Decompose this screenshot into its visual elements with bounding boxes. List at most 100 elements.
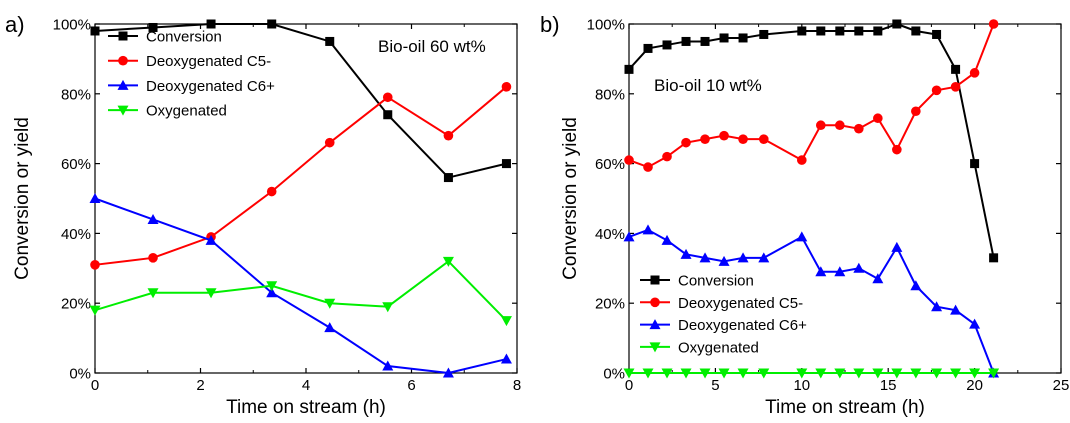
data-point-conversion [700, 36, 710, 46]
data-point-deoxygenated-c6 [718, 255, 730, 266]
data-point-deoxygenated-c6 [815, 266, 827, 277]
data-point-deoxygenated-c5 [624, 155, 634, 165]
data-point-deoxygenated-c6 [147, 213, 159, 224]
data-point-deoxygenated-c5 [443, 130, 454, 141]
data-point-conversion [816, 26, 826, 36]
data-point-conversion [643, 43, 653, 53]
x-tick-label: 4 [302, 377, 310, 394]
data-point-deoxygenated-c6 [699, 252, 711, 263]
y-tick-label: 0% [603, 366, 625, 383]
data-point-deoxygenated-c6 [758, 252, 770, 263]
data-point-deoxygenated-c6 [853, 262, 865, 273]
legend-marker-deoxygenated-c5 [650, 297, 660, 308]
data-point-conversion [873, 26, 883, 36]
data-point-oxygenated [758, 368, 770, 379]
data-point-deoxygenated-c6 [661, 234, 673, 245]
data-point-oxygenated [988, 368, 1000, 379]
data-point-conversion [951, 64, 961, 74]
data-point-oxygenated [737, 368, 749, 379]
data-point-deoxygenated-c5 [911, 106, 921, 117]
chart-annotation: Bio-oil 10 wt% [654, 76, 762, 95]
data-point-conversion [738, 33, 748, 43]
data-point-oxygenated [834, 368, 846, 379]
legend-marker-oxygenated [649, 342, 661, 353]
data-point-oxygenated [796, 368, 808, 379]
data-point-deoxygenated-c5 [873, 113, 883, 124]
data-point-deoxygenated-c6 [680, 248, 692, 259]
y-tick-label: 60% [595, 156, 625, 173]
series-line-deoxygenated-c6 [94, 197, 507, 375]
legend-marker-deoxygenated-c6 [117, 79, 129, 90]
data-point-deoxygenated-c5 [662, 151, 672, 162]
data-point-deoxygenated-c5 [700, 134, 710, 144]
x-tick-label: 0 [91, 377, 99, 394]
legend: Conversion Deoxygenated C5- Deoxygenated C… [640, 273, 807, 356]
data-point-deoxygenated-c6 [796, 231, 808, 242]
data-point-conversion [267, 19, 277, 29]
y-tick-label: 100% [587, 17, 625, 34]
data-point-conversion [719, 33, 729, 43]
data-point-conversion [206, 19, 216, 29]
series-line-oxygenated [94, 259, 508, 322]
data-point-oxygenated [815, 368, 827, 379]
data-point-oxygenated [442, 256, 454, 267]
x-axis-title: Time on stream (h) [226, 397, 386, 418]
data-point-conversion [911, 26, 921, 36]
chart-panel-b: 0% 20% 40% 60% 80% 100% 0 5 10 15 20 25 Time on stre… [540, 12, 1069, 418]
data-point-oxygenated [324, 298, 336, 309]
data-point-deoxygenated-c6 [500, 353, 512, 364]
data-point-conversion [325, 36, 335, 46]
y-tick-label: 100% [53, 17, 91, 34]
panel-letter: b) [540, 12, 560, 37]
data-point-deoxygenated-c5 [501, 82, 512, 92]
data-point-deoxygenated-c5 [738, 134, 748, 144]
data-point-oxygenated [642, 368, 654, 379]
data-point-conversion [854, 26, 864, 36]
data-point-conversion [681, 36, 691, 46]
data-point-conversion [892, 19, 902, 29]
legend-label: Conversion [146, 29, 222, 46]
data-point-deoxygenated-c5 [835, 120, 845, 131]
data-point-oxygenated [931, 368, 943, 379]
data-point-deoxygenated-c6 [910, 280, 922, 291]
data-point-deoxygenated-c6 [382, 360, 394, 371]
y-tick-label: 80% [595, 86, 625, 103]
legend-label: Conversion [678, 273, 754, 290]
data-point-deoxygenated-c6 [737, 252, 749, 263]
legend-label: Oxygenated [146, 103, 227, 120]
y-axis-title: Conversion or yield [560, 117, 581, 280]
data-point-conversion [501, 159, 511, 169]
data-point-deoxygenated-c6 [266, 287, 278, 298]
data-point-deoxygenated-c5 [324, 137, 335, 148]
data-point-deoxygenated-c6 [642, 224, 654, 235]
data-point-deoxygenated-c6 [623, 231, 635, 242]
data-point-deoxygenated-c5 [643, 162, 653, 172]
data-point-deoxygenated-c6 [872, 273, 884, 284]
legend-marker-deoxygenated-c5 [118, 55, 128, 66]
x-tick-label: 2 [196, 377, 204, 394]
data-point-oxygenated [910, 368, 922, 379]
data-point-deoxygenated-c5 [931, 85, 942, 96]
data-point-deoxygenated-c6 [969, 318, 981, 329]
data-point-deoxygenated-c5 [382, 92, 393, 103]
series-group [623, 19, 1000, 379]
series-group [89, 19, 512, 378]
legend-label: Deoxygenated C6+ [678, 317, 807, 334]
data-point-oxygenated [661, 368, 673, 379]
x-axis-title: Time on stream (h) [765, 397, 925, 418]
data-point-oxygenated [382, 302, 394, 313]
panel-letter: a) [5, 12, 25, 37]
data-point-deoxygenated-c6 [834, 266, 846, 277]
y-tick-label: 80% [61, 86, 91, 103]
chart-panel-a: 0% 20% 40% 60% 80% 100% 0 2 4 6 8 Time on stream (h… [5, 12, 521, 418]
data-point-oxygenated [205, 288, 217, 299]
legend-label: Deoxygenated C6+ [146, 78, 275, 95]
data-point-oxygenated [950, 368, 962, 379]
series-line-conversion [94, 23, 507, 179]
data-point-deoxygenated-c6 [442, 367, 454, 378]
data-point-oxygenated [718, 368, 730, 379]
data-point-deoxygenated-c5 [148, 253, 158, 263]
y-tick-label: 40% [61, 226, 91, 243]
data-point-deoxygenated-c5 [758, 134, 769, 144]
